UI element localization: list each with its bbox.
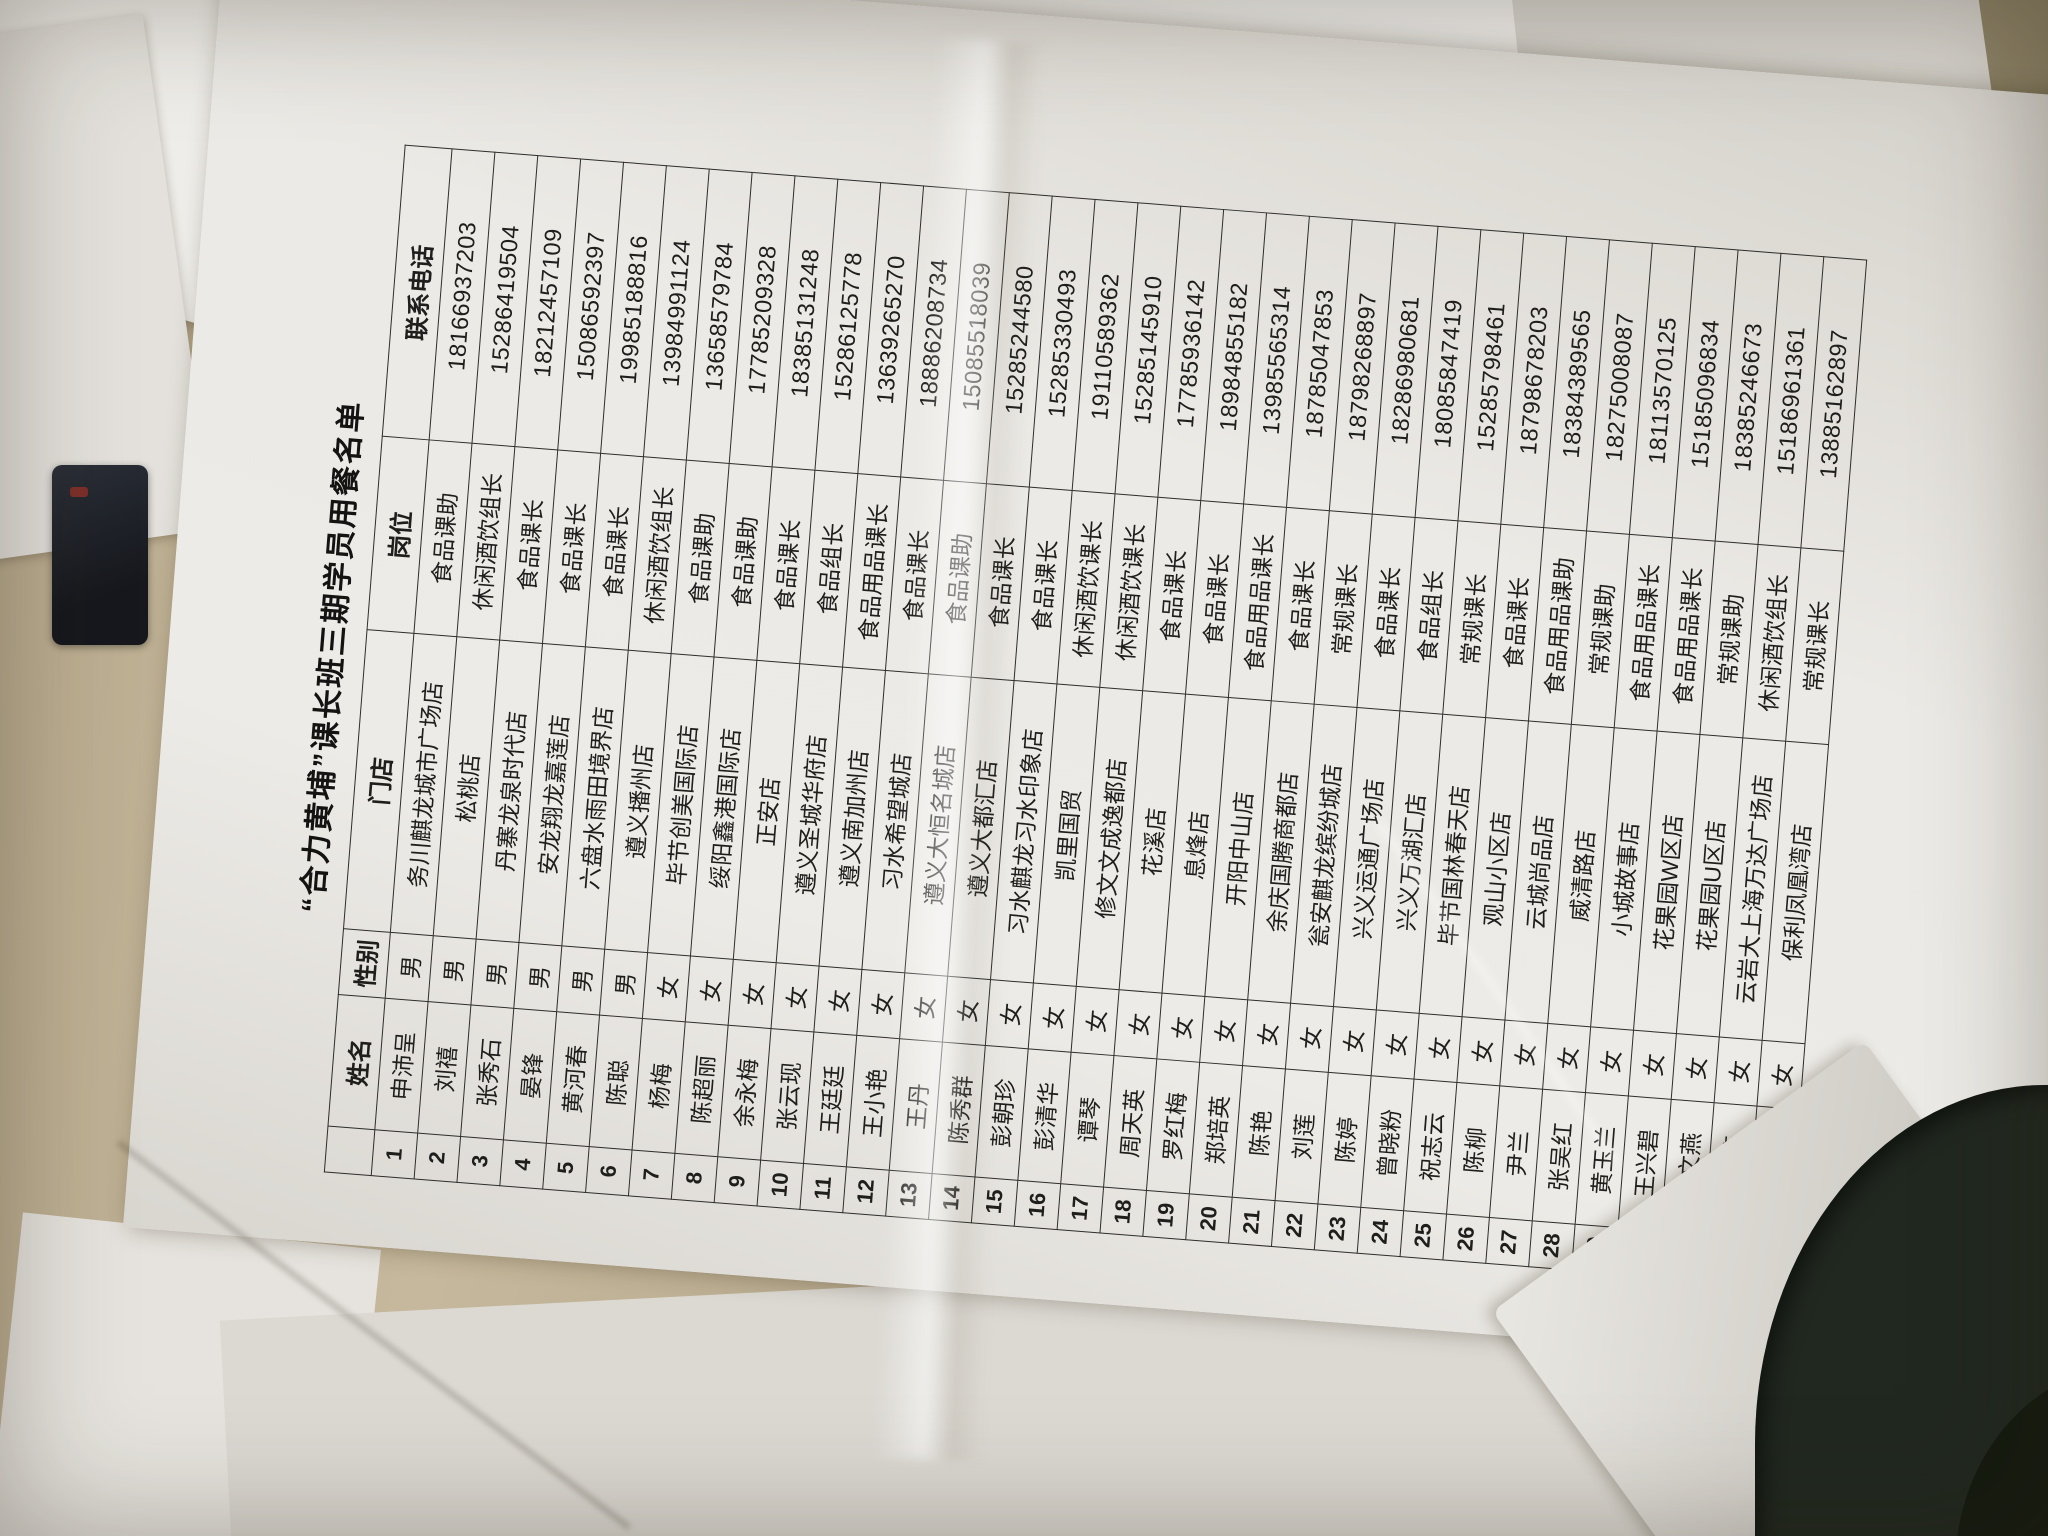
cell-no: 16 (1014, 1180, 1061, 1230)
cell-no: 6 (585, 1146, 633, 1196)
cell-gender: 女 (1113, 989, 1162, 1059)
cell-no: 1 (371, 1129, 418, 1179)
cell-gender: 女 (1028, 982, 1077, 1053)
cell-gender: 女 (1156, 993, 1205, 1063)
cell-no: 5 (542, 1143, 590, 1193)
cell-gender: 女 (1456, 1016, 1505, 1086)
cell-gender: 男 (428, 935, 477, 1005)
cell-gender: 女 (1285, 1003, 1334, 1073)
cell-no: 25 (1400, 1210, 1447, 1260)
cell-gender: 女 (1199, 996, 1248, 1066)
cell-no: 22 (1271, 1200, 1318, 1250)
cell-gender: 男 (599, 949, 648, 1019)
cell-no: 20 (1185, 1193, 1233, 1244)
cell-no: 11 (799, 1163, 847, 1213)
cell-gender: 女 (685, 955, 734, 1026)
cell-gender: 女 (1328, 1006, 1377, 1076)
cell-gender: 女 (1242, 999, 1291, 1070)
cell-gender: 女 (1628, 1030, 1677, 1100)
cell-gender: 女 (1542, 1023, 1591, 1093)
cell-no: 17 (1057, 1183, 1104, 1233)
cell-no: 12 (842, 1166, 890, 1217)
header-index (324, 1126, 375, 1176)
cell-gender: 女 (1371, 1009, 1420, 1080)
cell-gender: 女 (1585, 1026, 1634, 1097)
cell-no: 9 (714, 1156, 761, 1206)
cell-gender: 男 (556, 945, 605, 1016)
cell-no: 23 (1314, 1203, 1361, 1254)
cell-gender: 女 (642, 952, 691, 1022)
cell-no: 27 (1485, 1217, 1533, 1267)
cell-gender: 男 (385, 932, 434, 1002)
cell-no: 3 (456, 1136, 504, 1186)
cell-no: 10 (757, 1160, 804, 1210)
cell-no: 24 (1357, 1207, 1404, 1257)
cell-gender: 女 (1071, 986, 1120, 1056)
roster-table: 姓名 性别 门店 岗位 联系电话 1 申沛呈男务川麒龙城市广场店 食品课助 18166… (324, 145, 1867, 1288)
cell-gender: 女 (813, 966, 862, 1036)
cell-gender: 女 (728, 959, 777, 1029)
cell-no: 2 (414, 1133, 461, 1183)
table-body: 1 申沛呈男务川麒龙城市广场店 食品课助 18166937203 2 刘禧男松桃店 休闲酒饮… (371, 148, 1867, 1287)
cell-no: 7 (628, 1150, 675, 1200)
cell-no: 26 (1442, 1214, 1490, 1264)
cell-gender: 女 (1714, 1036, 1763, 1107)
dining-roster-document: “合力黄埔”课长班三期学员用餐名单 姓名 性别 门店 岗位 联系电话 1 申沛呈男… (268, 141, 1867, 1287)
cell-gender: 女 (1671, 1033, 1720, 1103)
cell-gender: 男 (513, 942, 562, 1012)
cell-gender: 女 (770, 962, 820, 1032)
cell-no: 8 (671, 1153, 718, 1203)
dark-object (52, 465, 148, 645)
cell-no: 21 (1228, 1197, 1276, 1247)
cell-gender: 女 (1414, 1013, 1463, 1083)
cell-no: 4 (499, 1139, 547, 1190)
cell-gender: 男 (470, 939, 519, 1009)
cell-no: 19 (1142, 1190, 1190, 1240)
header-gender: 性别 (338, 928, 391, 999)
cell-no: 18 (1099, 1187, 1147, 1237)
